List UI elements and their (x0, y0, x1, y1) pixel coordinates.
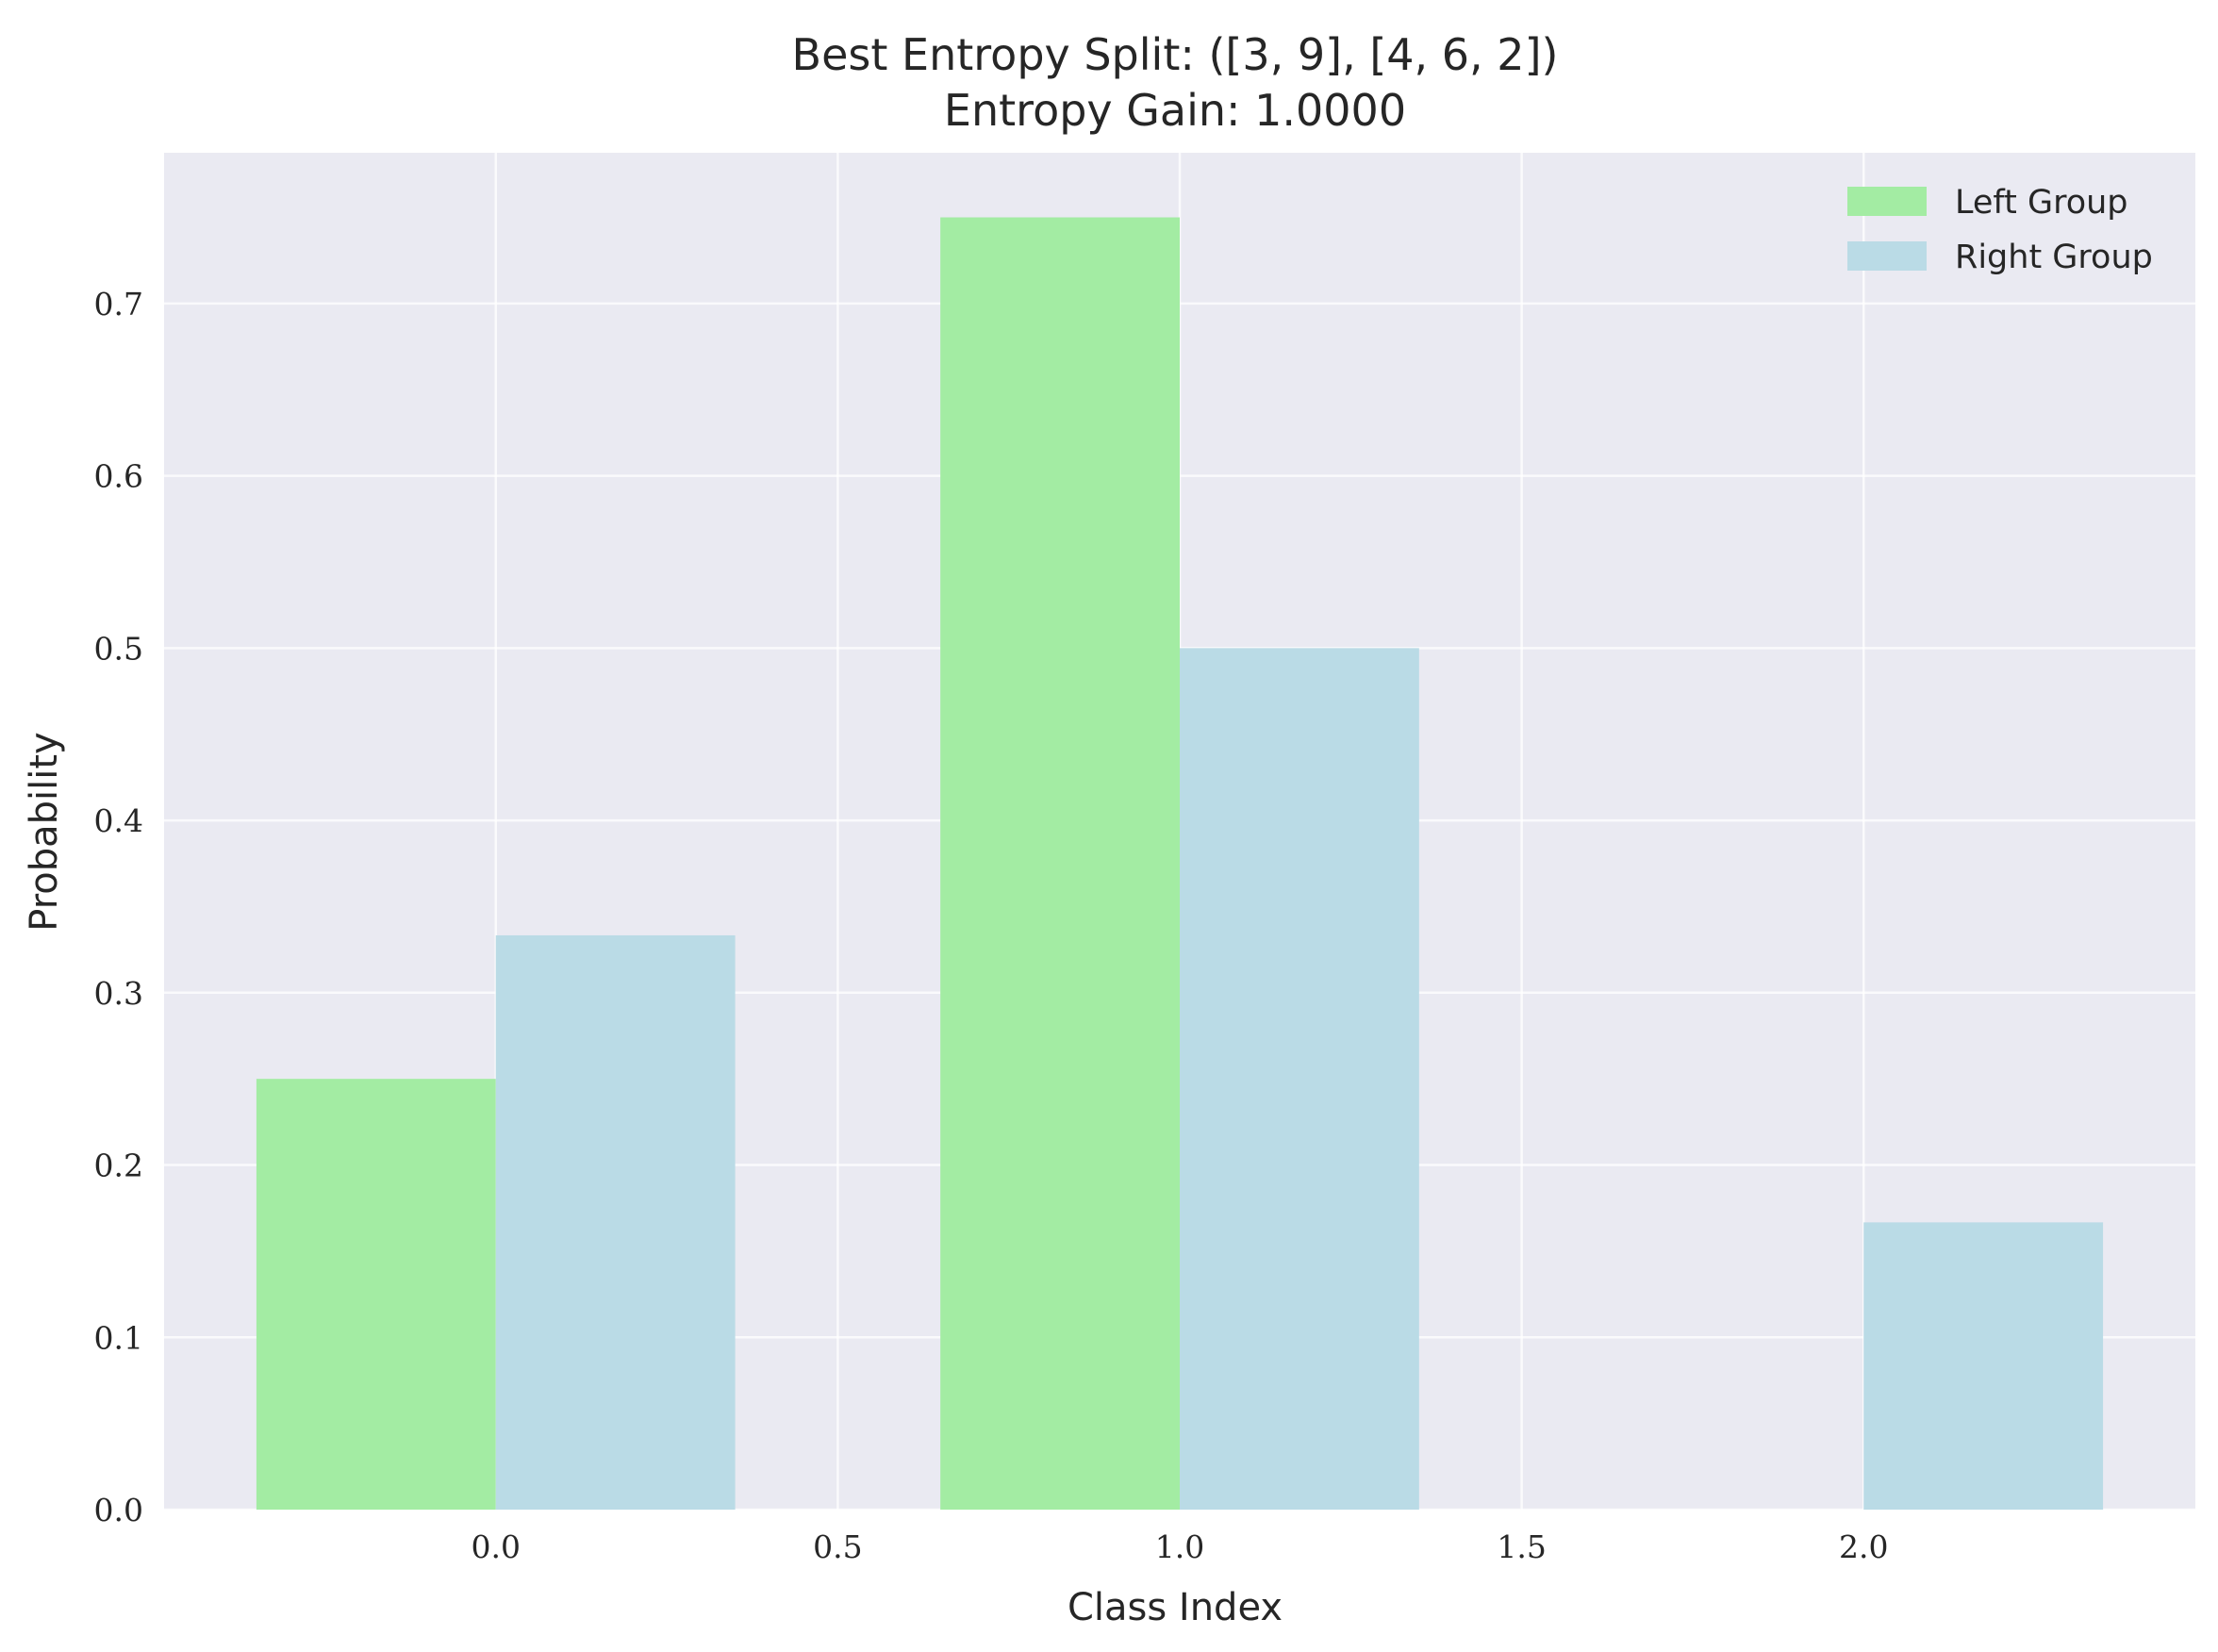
legend: Left Group Right Group (1847, 184, 2153, 276)
chart-title-line-1: Best Entropy Split: ([3, 9], [4, 6, 2]) (792, 29, 1559, 80)
bar-right-group (495, 934, 736, 1510)
legend-swatch (1847, 241, 1927, 271)
y-tick-label: 0.3 (94, 975, 143, 1012)
y-tick-label: 0.7 (94, 286, 143, 322)
y-tick-label: 0.1 (94, 1319, 143, 1356)
bar-left-group (256, 1079, 496, 1510)
bars (256, 217, 2104, 1510)
legend-label: Right Group (1955, 239, 2153, 276)
legend-label: Left Group (1955, 184, 2128, 222)
y-tick-label: 0.5 (94, 630, 143, 667)
x-tick-label: 0.0 (472, 1528, 521, 1565)
y-axis-ticks: 0.0 0.1 0.2 0.3 0.4 0.5 0.6 0.7 (94, 286, 143, 1528)
x-axis-label: Class Index (1068, 1586, 1283, 1629)
x-tick-label: 0.5 (813, 1528, 862, 1565)
legend-swatch (1847, 187, 1927, 216)
y-axis-label: Probability (23, 732, 66, 931)
x-tick-label: 1.0 (1155, 1528, 1204, 1565)
x-axis-ticks: 0.0 0.5 1.0 1.5 2.0 (472, 1528, 1889, 1565)
y-tick-label: 0.2 (94, 1148, 143, 1184)
y-tick-label: 0.0 (94, 1492, 143, 1528)
bar-right-group (1863, 1222, 2104, 1510)
x-tick-label: 1.5 (1497, 1528, 1546, 1565)
chart-title-line-2: Entropy Gain: 1.0000 (944, 85, 1406, 136)
bar-right-group (1180, 648, 1419, 1510)
x-tick-label: 2.0 (1839, 1528, 1888, 1565)
bar-left-group (940, 217, 1180, 1510)
y-tick-label: 0.4 (94, 802, 143, 839)
y-tick-label: 0.6 (94, 458, 143, 495)
